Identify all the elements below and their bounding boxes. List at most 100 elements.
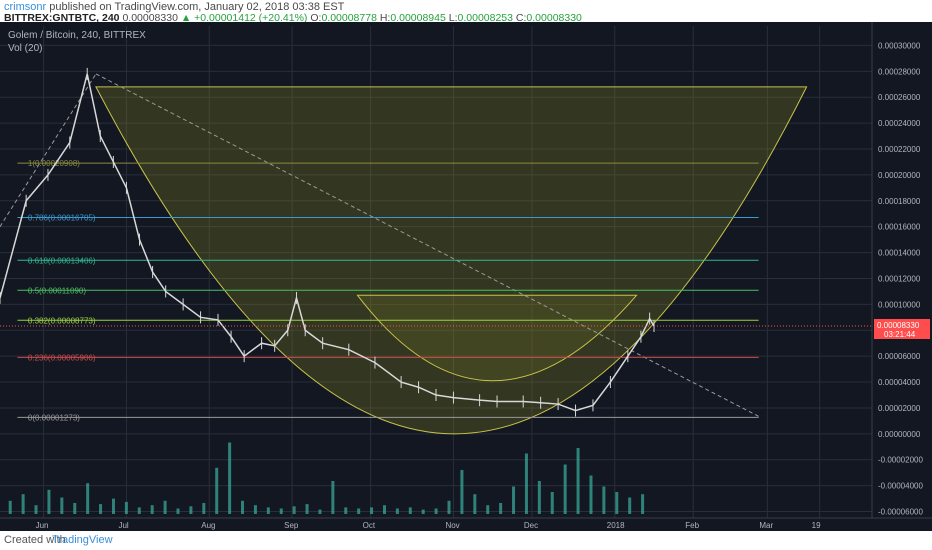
volume-bar — [86, 483, 90, 514]
x-tick-label: Oct — [363, 521, 376, 530]
volume-bar — [163, 500, 167, 514]
y-tick-label: 0.00012000 — [878, 274, 921, 283]
y-tick-label: -0.00002000 — [878, 456, 923, 465]
volume-bar — [8, 500, 12, 514]
volume-bar — [641, 494, 645, 514]
publish-line: crimsonr published on TradingView.com, J… — [4, 1, 344, 13]
volume-bar — [589, 475, 593, 514]
price-tag-box — [874, 318, 930, 339]
footer: Created with TradingView — [0, 531, 932, 550]
created-with-label: Created with — [4, 534, 66, 546]
volume-bar — [292, 506, 296, 514]
y-tick-label: 0.00026000 — [878, 93, 921, 102]
current-price-label: 0.00008330 — [877, 321, 920, 330]
y-tick-label: 0.00000000 — [878, 430, 921, 439]
volume-bar — [228, 442, 232, 514]
x-tick-label: Jun — [36, 521, 49, 530]
volume-bar — [473, 494, 477, 514]
volume-bar — [576, 448, 580, 514]
low-value: 0.00008253 — [457, 12, 513, 24]
fib-label: 1(0.00020908) — [28, 159, 80, 168]
x-tick-label: 19 — [812, 521, 821, 530]
y-tick-label: 0.00010000 — [878, 300, 921, 309]
volume-bar — [486, 505, 490, 514]
x-tick-label: 2018 — [607, 521, 625, 530]
y-tick-label: 0.00002000 — [878, 404, 921, 413]
fib-label: 0.236(0.00005906) — [28, 353, 96, 362]
x-tick-label: Jul — [118, 521, 128, 530]
price-change: ▲ +0.00001412 (+20.41%) — [180, 12, 308, 24]
volume-bar — [202, 503, 206, 514]
ohlc-line: BITTREX:GNTBTC, 240 0.00008330 ▲ +0.0000… — [4, 12, 582, 24]
volume-bar — [34, 505, 38, 514]
trend-line-left — [0, 73, 97, 227]
y-tick-label: 0.00004000 — [878, 378, 921, 387]
volume-bar — [111, 498, 115, 514]
open-value: 0.00008778 — [321, 12, 377, 24]
volume-bar — [215, 467, 219, 514]
fib-label: 0.382(0.00008773) — [28, 316, 96, 325]
published-text: published on TradingView.com, January 02… — [49, 1, 345, 13]
volume-bar — [537, 481, 541, 514]
price-axis[interactable]: 0.00030000 0.00028000 0.00026000 0.00024000… — [871, 22, 932, 531]
legend-volume: Vol (20) — [8, 43, 42, 54]
y-tick-label: 0.00006000 — [878, 352, 921, 361]
last-price: 0.00008330 — [122, 12, 178, 24]
low-label: L: — [448, 12, 458, 24]
y-tick-label: 0.00016000 — [878, 223, 921, 232]
volume-bar — [189, 506, 193, 514]
time-axis[interactable]: Jun Jul Aug Sep Oct Nov Dec 2018 Feb Mar 19 — [0, 517, 932, 530]
volume-bar — [305, 504, 309, 514]
volume-bar — [266, 507, 270, 514]
countdown-label: 03:21:44 — [884, 330, 916, 339]
volume-bar — [524, 453, 528, 514]
volume-bar — [550, 492, 554, 514]
x-tick-label: Dec — [524, 521, 538, 530]
author-link[interactable]: crimsonr — [4, 1, 47, 13]
volume-bar — [370, 507, 374, 514]
high-value: 0.00008945 — [390, 12, 446, 24]
volume-bar — [421, 509, 425, 514]
symbol-label: BITTREX:GNTBTC, 240 — [4, 12, 120, 24]
volume-bar — [99, 504, 103, 514]
trend-line — [95, 73, 759, 417]
volume-bar — [460, 470, 464, 514]
fib-label: 0(0.00001273) — [28, 413, 80, 422]
volume-bar — [434, 508, 438, 514]
volume-bar — [615, 492, 619, 514]
y-tick-label: 0.00028000 — [878, 67, 921, 76]
volume-bar — [279, 508, 283, 514]
volume-bar — [241, 500, 245, 514]
volume-bar — [382, 505, 386, 514]
volume-bar — [408, 507, 412, 514]
fib-label: 0.786(0.00016705) — [28, 214, 96, 223]
volume-bars — [8, 442, 645, 514]
volume-bar — [21, 494, 25, 514]
high-label: H: — [379, 12, 391, 24]
y-tick-label: -0.00006000 — [878, 508, 923, 517]
close-value: 0.00008330 — [526, 12, 582, 24]
volume-bar — [499, 503, 503, 514]
volume-bar — [137, 507, 141, 514]
y-tick-label: 0.00024000 — [878, 119, 921, 128]
open-label: O: — [310, 12, 322, 24]
volume-bar — [318, 509, 322, 514]
volume-bar — [60, 497, 64, 514]
price-line — [0, 73, 655, 412]
x-tick-label: Nov — [445, 521, 459, 530]
volume-bar — [628, 497, 632, 514]
volume-bar — [512, 486, 516, 514]
volume-bar — [331, 481, 335, 514]
price-chart[interactable]: 0(0.00001273) 0.236(0.00005906) 0.382(0.00… — [0, 22, 932, 531]
fib-label: 0.618(0.00013406) — [28, 256, 96, 265]
volume-bar — [176, 508, 180, 514]
x-tick-label: Mar — [759, 521, 773, 530]
tradingview-logo[interactable]: TradingView — [52, 534, 113, 546]
volume-bar — [395, 508, 399, 514]
fib-retracement: 0(0.00001273) 0.236(0.00005906) 0.382(0.00… — [17, 159, 759, 422]
volume-bar — [563, 464, 567, 514]
y-tick-label: 0.00022000 — [878, 145, 921, 154]
volume-bar — [344, 507, 348, 514]
volume-bar — [357, 508, 361, 514]
